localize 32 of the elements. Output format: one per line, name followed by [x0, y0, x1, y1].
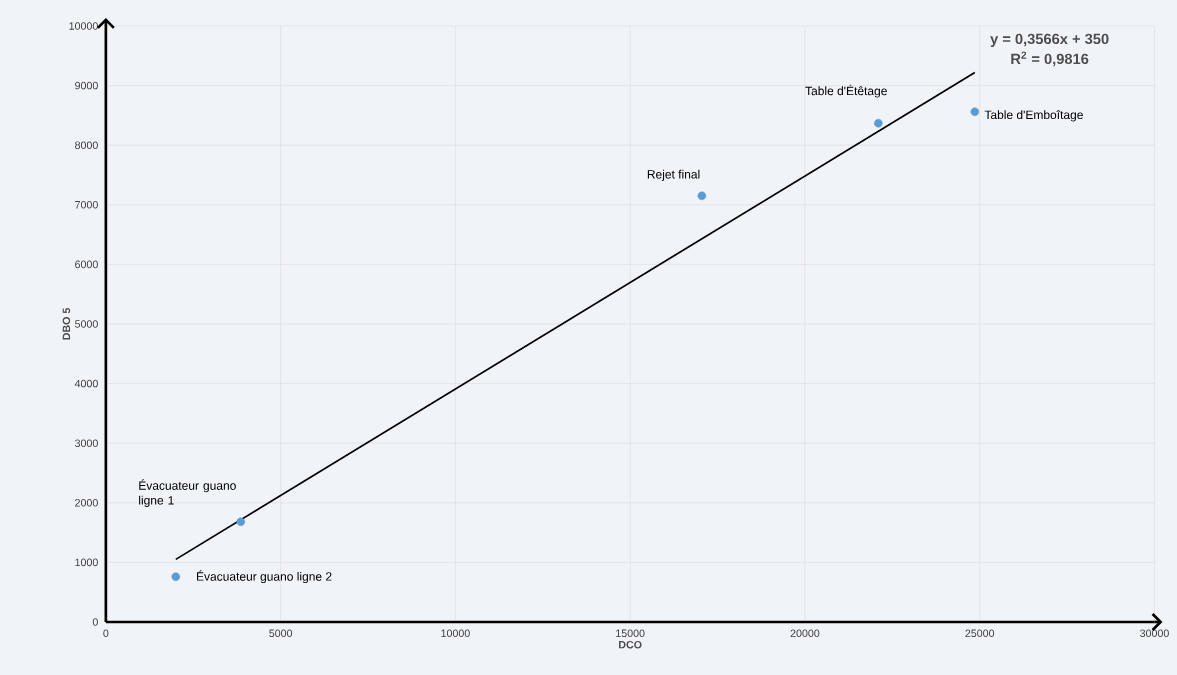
annotation: y = 0,3566x + 350 [990, 33, 1109, 48]
x-tick-label: 0 [103, 629, 109, 638]
annotation: Table d'Étêtage [805, 84, 887, 98]
x-tick-label: 5000 [269, 629, 293, 638]
y-tick-label: 7000 [75, 201, 98, 209]
point [970, 107, 980, 117]
y-tick-label: 0 [92, 618, 98, 626]
annotation: Rejet final [647, 169, 700, 181]
point [874, 118, 883, 128]
annotation: Évacuateur guano ligne 1 [139, 479, 236, 507]
y-tick-label: 5000 [75, 320, 98, 328]
x-axis-title: DCO [619, 640, 642, 649]
y-tick-label: 3000 [74, 439, 98, 447]
y-tick-label: 10000 [69, 22, 98, 30]
x-tick-label: 20000 [790, 629, 820, 638]
point [171, 572, 181, 581]
x-tick-label: 10000 [441, 629, 470, 638]
y-tick-label: 4000 [74, 379, 98, 388]
point [697, 191, 707, 201]
annotation: Évacuateur guano ligne 2 [197, 570, 332, 584]
x-tick-label: 25000 [965, 629, 995, 638]
x-tick-label: 30000 [1140, 629, 1169, 638]
annotation: R$^{2}$ = 0,9816 [1011, 51, 1089, 67]
x-tick-label: 15000 [616, 629, 645, 638]
y-tick-label: 6000 [75, 260, 98, 269]
y-axis-title: DBO 5 [62, 308, 71, 340]
point [236, 517, 246, 527]
y-tick-label: 9000 [75, 81, 98, 90]
y-tick-label: 1000 [75, 558, 98, 567]
y-tick-label: 2000 [75, 499, 98, 507]
y-tick-label: 8000 [75, 141, 98, 150]
annotation: Table d'Emboîtage [984, 110, 1083, 122]
